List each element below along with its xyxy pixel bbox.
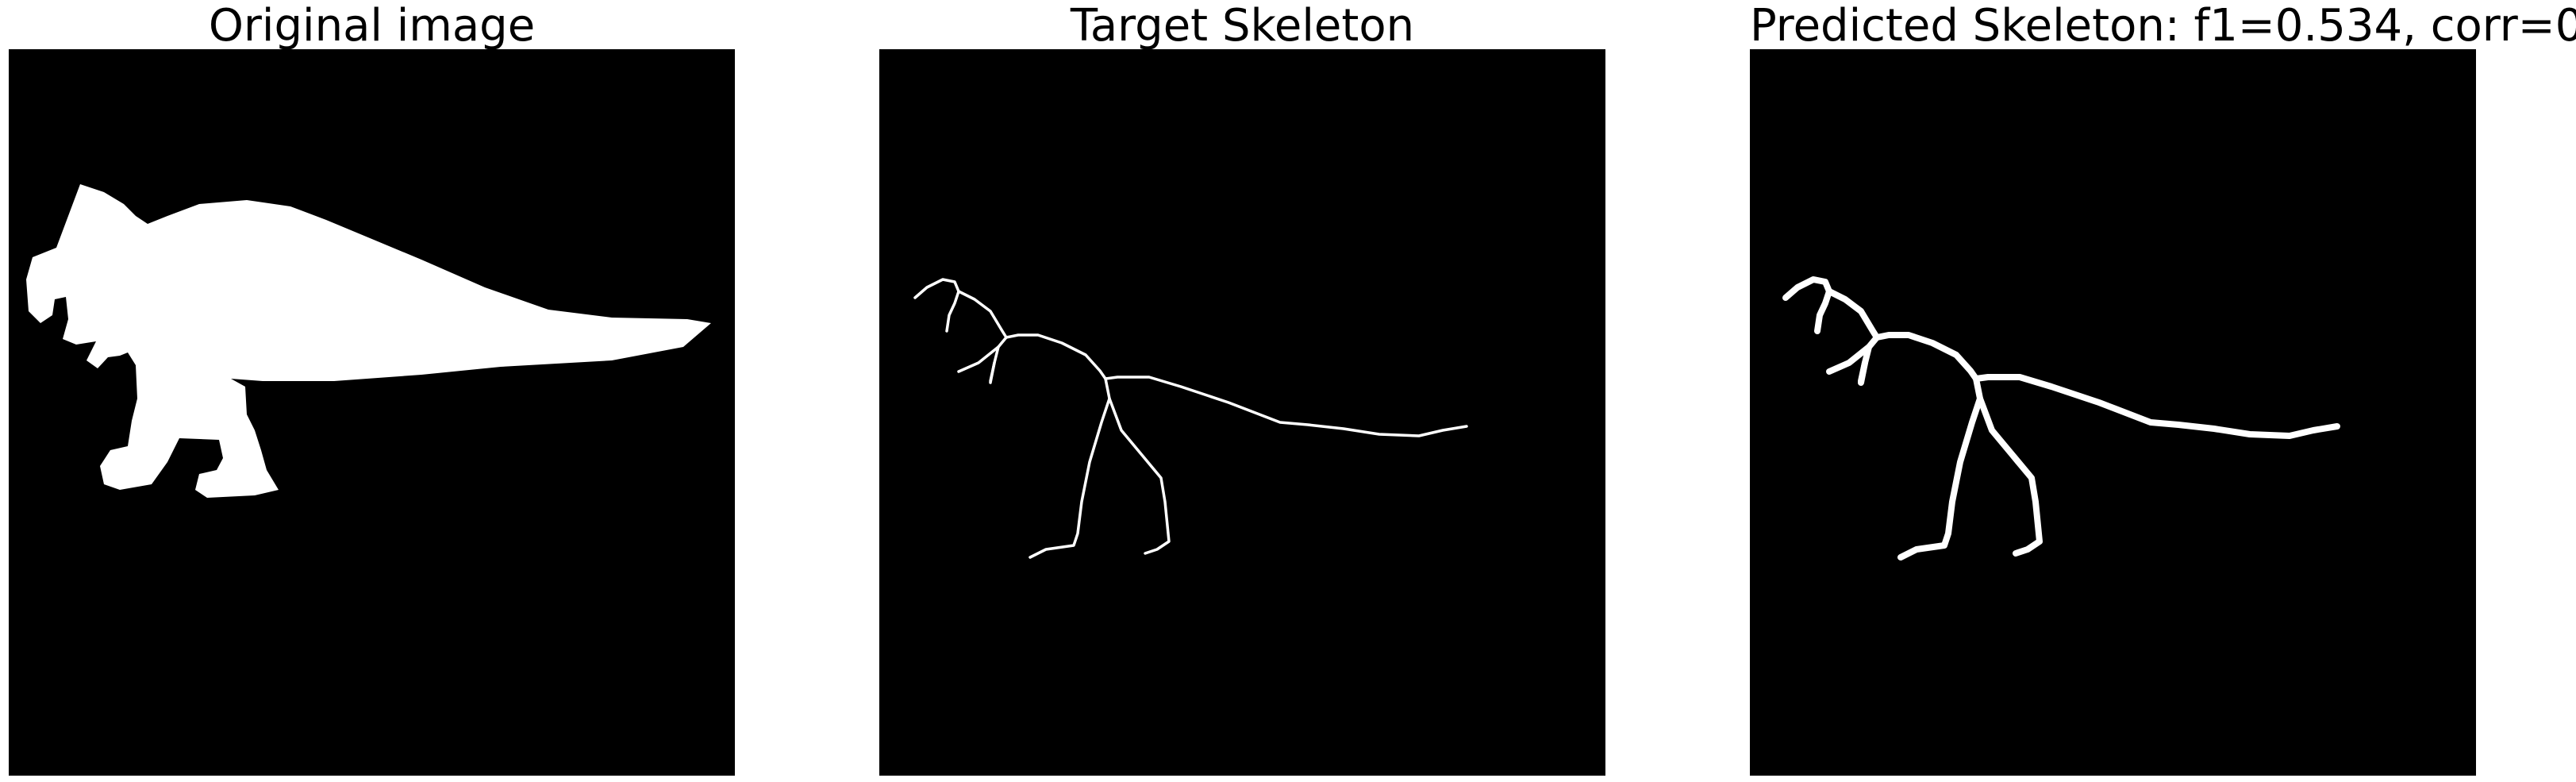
- predicted-skeleton-drawing: [1782, 276, 2340, 560]
- panel-title-original: Original image: [208, 0, 536, 52]
- dinosaur-silhouette: [26, 184, 711, 498]
- original-image-panel: Original image: [9, 0, 735, 782]
- target-skeleton-panel: Target Skeleton: [879, 0, 1605, 782]
- predicted-skeleton-panel: Predicted Skeleton: f1=0.534, corr=0.565: [1750, 0, 2576, 782]
- target-skeleton-canvas: [879, 49, 1605, 776]
- panel-title-predicted: Predicted Skeleton: f1=0.534, corr=0.565: [1750, 0, 2576, 52]
- panel-title-target: Target Skeleton: [1070, 0, 1415, 52]
- original-image-canvas: [9, 49, 735, 776]
- target-skeleton-drawing: [913, 278, 1468, 559]
- predicted-skeleton-canvas: [1750, 49, 2476, 776]
